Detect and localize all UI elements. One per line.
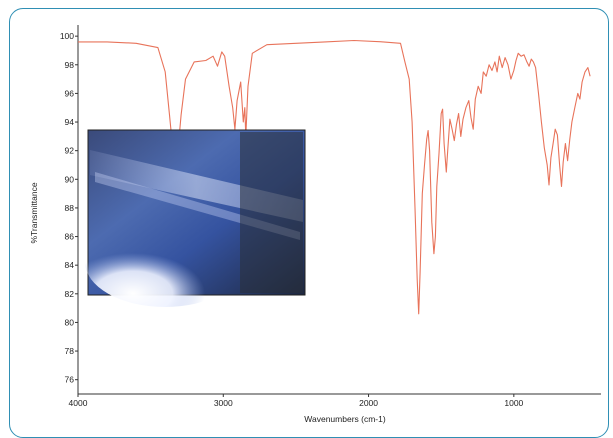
y-tick-label: 88	[65, 203, 75, 213]
y-axis-ticks: 100 98 96 94 92 90 88 86 84 82 80 78 76	[60, 31, 78, 385]
y-tick-label: 82	[65, 289, 75, 299]
x-axis-title: Wavenumbers (cm-1)	[304, 414, 386, 424]
y-tick-label: 86	[65, 232, 75, 242]
y-tick-label: 90	[65, 174, 75, 184]
y-tick-label: 78	[65, 346, 75, 356]
ir-spectrum-chart: 100 98 96 94 92 90 88 86 84 82 80 78 76 4000 3000 2000…	[29, 25, 601, 424]
series-group	[78, 39, 591, 315]
y-tick-label: 76	[65, 375, 75, 385]
y-tick-label: 100	[60, 31, 74, 41]
y-axis-title: %Transmittance	[29, 182, 39, 243]
y-tick-label: 94	[65, 117, 75, 127]
y-tick-label: 84	[65, 260, 75, 270]
x-tick-label: 1000	[504, 398, 523, 408]
y-tick-label: 96	[65, 88, 75, 98]
x-axis-ticks: 4000 3000 2000 1000	[69, 394, 524, 408]
x-tick-label: 4000	[69, 398, 88, 408]
inset-photo	[85, 129, 306, 307]
y-tick-label: 80	[65, 317, 75, 327]
y-tick-label: 98	[65, 60, 75, 70]
x-tick-label: 3000	[214, 398, 233, 408]
y-tick-label: 92	[65, 146, 75, 156]
spectrum-line	[78, 39, 591, 315]
x-tick-label: 2000	[359, 398, 378, 408]
